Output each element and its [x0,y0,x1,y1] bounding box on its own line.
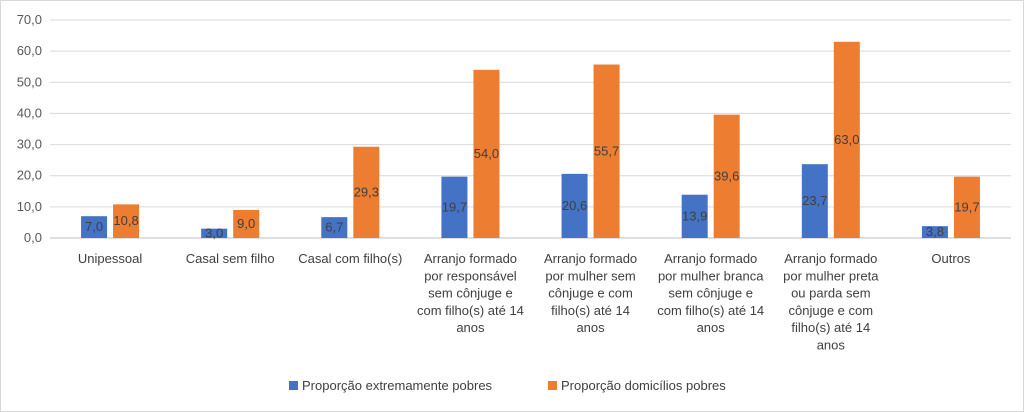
data-label: 23,7 [802,193,827,208]
bar-extremamente-pobres [921,226,948,238]
category-label-line: com filho(s) até 14 [417,303,524,318]
category-label-line: anos [697,320,726,335]
legend-label: Proporção extremamente pobres [302,378,493,393]
bar-extremamente-pobres [441,176,468,238]
category-label-line: filho(s) até 14 [551,303,630,318]
bar-domicilios-pobres [833,41,860,238]
category-label-line: sem cônjuge e [668,286,753,301]
category-label: Arranjo formado por responsável sem cônjug… [417,251,524,335]
data-label: 20,6 [562,198,587,213]
category-label-line: Arranjo formado [424,251,517,266]
legend-label: Proporção domicílios pobres [561,378,726,393]
category-label-line: anos [576,320,605,335]
bar-domicilios-pobres [953,176,980,238]
data-label: 13,9 [682,208,707,223]
category-label-line: Arranjo formado [784,251,877,266]
bar-extremamente-pobres [321,217,348,238]
data-label: 63,0 [834,132,859,147]
data-label: 10,8 [113,213,138,228]
category-label-line: por responsável [424,268,517,283]
category-label: Arranjo formado por mulher preta ou parda … [783,251,879,353]
bar-domicilios-pobres [113,204,140,238]
category-label-line: Casal sem filho [186,251,275,266]
y-tick-label: 20,0 [17,168,42,183]
category-label-line: cônjuge e com [789,303,874,318]
legend-swatch-extremamente-pobres [289,381,298,390]
bar-extremamente-pobres [561,173,588,238]
category-label: Outros [931,251,971,266]
data-label: 7,0 [85,219,103,234]
category-label-line: Casal com filho(s) [298,251,402,266]
y-tick-label: 40,0 [17,105,42,120]
category-label-line: por mulher sem [545,268,635,283]
category-label-line: sem cônjuge e [428,286,513,301]
y-tick-label: 10,0 [17,199,42,214]
bar-extremamente-pobres [681,194,708,238]
bar-domicilios-pobres [353,146,380,238]
y-tick-label: 60,0 [17,43,42,58]
bar-domicilios-pobres [233,209,260,238]
y-tick-label: 30,0 [17,137,42,152]
category-label: Unipessoal [78,251,142,266]
data-label: 39,6 [714,168,739,183]
data-label: 19,7 [442,199,467,214]
y-tick-label: 0,0 [24,230,42,245]
bar-domicilios-pobres [473,69,500,238]
category-label: Arranjo formado por mulher branca sem cônj… [657,251,764,335]
category-label-line: ou parda sem [791,286,871,301]
bar-domicilios-pobres [713,114,740,238]
data-label: 3,0 [205,225,223,240]
data-label: 9,0 [237,216,255,231]
bar-extremamente-pobres [201,228,228,238]
category-label: Casal sem filho [186,251,275,266]
category-label-line: cônjuge e com [548,286,633,301]
category-label-line: Arranjo formado [664,251,757,266]
category-label-line: anos [817,338,846,353]
bar-domicilios-pobres [593,64,620,238]
legend-swatch-domicilios-pobres [548,381,557,390]
data-label: 19,7 [954,199,979,214]
category-label-line: Outros [931,251,971,266]
category-label-line: por mulher branca [658,268,764,283]
bar-extremamente-pobres [801,164,828,238]
category-label-line: Arranjo formado [544,251,637,266]
category-label-line: anos [456,320,485,335]
y-tick-label: 70,0 [17,12,42,27]
data-label: 6,7 [325,220,343,235]
category-label-line: por mulher preta [783,268,879,283]
data-label: 54,0 [474,146,499,161]
y-tick-label: 50,0 [17,74,42,89]
category-label: Casal com filho(s) [298,251,402,266]
bar-extremamente-pobres [81,216,108,238]
category-label-line: filho(s) até 14 [791,320,870,335]
category-label-line: Unipessoal [78,251,142,266]
data-label: 3,8 [926,224,944,239]
data-label: 55,7 [594,143,619,158]
data-label: 29,3 [354,184,379,199]
category-label-line: com filho(s) até 14 [657,303,764,318]
category-label: Arranjo formado por mulher sem cônjuge e c… [544,251,637,335]
